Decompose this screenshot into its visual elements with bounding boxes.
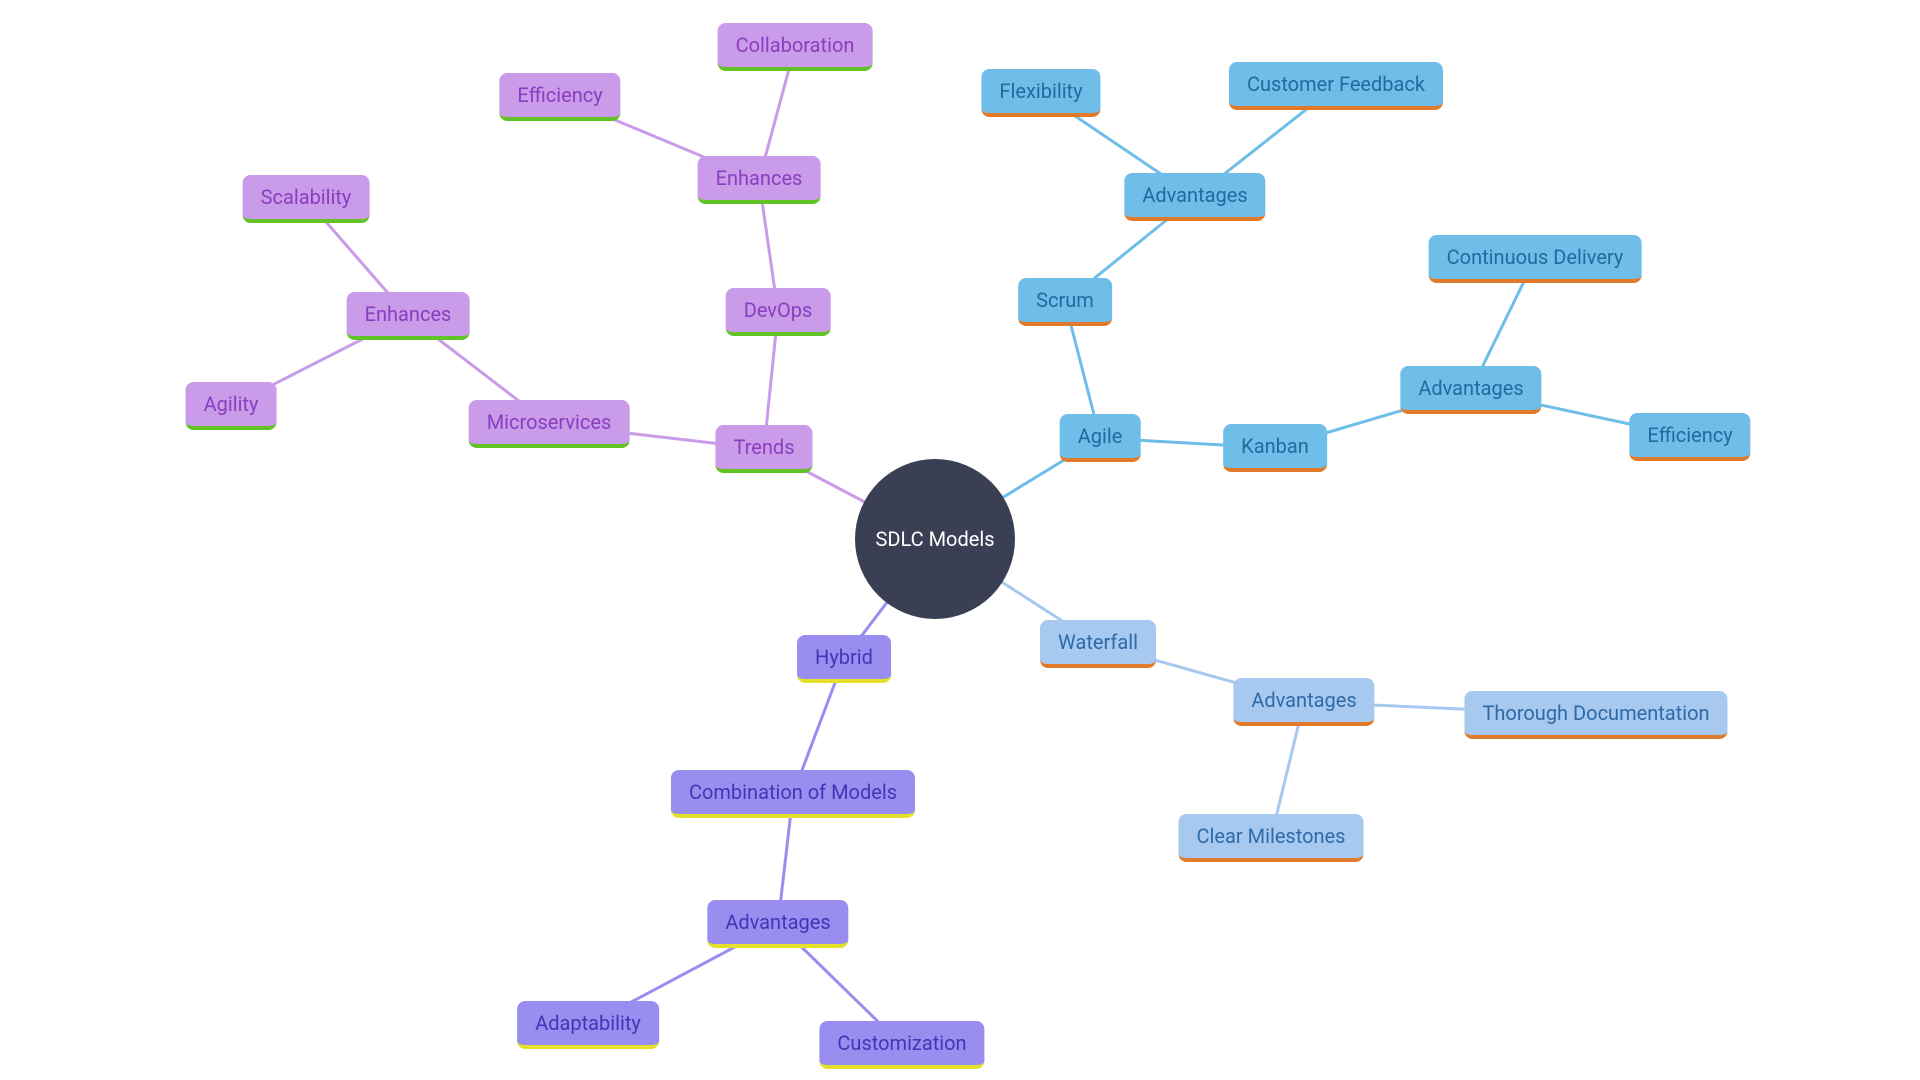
mindmap-node[interactable]: Hybrid	[797, 635, 891, 683]
mindmap-node-label: Microservices	[487, 410, 612, 434]
mindmap-node-label: Thorough Documentation	[1482, 701, 1709, 725]
mindmap-node-label: Advantages	[1418, 376, 1523, 400]
mindmap-node-label: DevOps	[744, 298, 813, 322]
mindmap-canvas: SDLC Models Agile Scrum Advantages Flexibili…	[0, 0, 1920, 1080]
mindmap-node[interactable]: Collaboration	[718, 23, 873, 71]
mindmap-node-label: Customer Feedback	[1247, 72, 1425, 96]
mindmap-node-label: Adaptability	[535, 1011, 641, 1035]
mindmap-node-label: Scalability	[261, 185, 352, 209]
mindmap-node-label: Customization	[837, 1031, 966, 1055]
mindmap-node-label: Enhances	[716, 166, 803, 190]
mindmap-node[interactable]: Thorough Documentation	[1464, 691, 1727, 739]
mindmap-node-label: Efficiency	[517, 83, 602, 107]
mindmap-node-label: Advantages	[1251, 688, 1356, 712]
mindmap-node[interactable]: Continuous Delivery	[1429, 235, 1642, 283]
mindmap-node[interactable]: Clear Milestones	[1179, 814, 1364, 862]
center-node: SDLC Models	[855, 459, 1015, 619]
mindmap-node[interactable]: Combination of Models	[671, 770, 915, 818]
mindmap-node[interactable]: Scalability	[243, 175, 370, 223]
mindmap-node[interactable]: Waterfall	[1040, 620, 1156, 668]
center-node-label: SDLC Models	[875, 527, 994, 551]
mindmap-node[interactable]: Adaptability	[517, 1001, 659, 1049]
mindmap-node-label: Kanban	[1241, 434, 1309, 458]
mindmap-node[interactable]: Enhances	[698, 156, 821, 204]
mindmap-node[interactable]: Enhances	[347, 292, 470, 340]
mindmap-node[interactable]: Agile	[1060, 414, 1141, 462]
mindmap-node[interactable]: Advantages	[1233, 678, 1374, 726]
mindmap-node-label: Combination of Models	[689, 780, 897, 804]
mindmap-node-label: Flexibility	[999, 79, 1082, 103]
mindmap-node-label: Scrum	[1036, 288, 1094, 312]
mindmap-node-label: Advantages	[725, 910, 830, 934]
mindmap-node-label: Trends	[733, 435, 794, 459]
mindmap-node[interactable]: Kanban	[1223, 424, 1327, 472]
mindmap-node[interactable]: Microservices	[469, 400, 630, 448]
mindmap-node[interactable]: Scrum	[1018, 278, 1112, 326]
mindmap-node-label: Agility	[204, 392, 259, 416]
mindmap-node-label: Hybrid	[815, 645, 873, 669]
mindmap-node[interactable]: Advantages	[1124, 173, 1265, 221]
mindmap-node[interactable]: Trends	[715, 425, 812, 473]
mindmap-node-label: Continuous Delivery	[1447, 245, 1624, 269]
mindmap-node-label: Clear Milestones	[1197, 824, 1346, 848]
mindmap-node-label: Efficiency	[1647, 423, 1732, 447]
mindmap-node[interactable]: Customization	[819, 1021, 984, 1069]
mindmap-node-label: Waterfall	[1058, 630, 1138, 654]
mindmap-node[interactable]: Advantages	[707, 900, 848, 948]
mindmap-node[interactable]: Efficiency	[499, 73, 620, 121]
mindmap-node[interactable]: Customer Feedback	[1229, 62, 1443, 110]
mindmap-node[interactable]: Agility	[186, 382, 277, 430]
mindmap-node[interactable]: DevOps	[726, 288, 831, 336]
mindmap-node[interactable]: Flexibility	[981, 69, 1100, 117]
mindmap-node[interactable]: Advantages	[1400, 366, 1541, 414]
mindmap-node-label: Agile	[1078, 424, 1123, 448]
mindmap-node-label: Advantages	[1142, 183, 1247, 207]
mindmap-node-label: Enhances	[365, 302, 452, 326]
mindmap-node[interactable]: Efficiency	[1629, 413, 1750, 461]
mindmap-node-label: Collaboration	[736, 33, 855, 57]
